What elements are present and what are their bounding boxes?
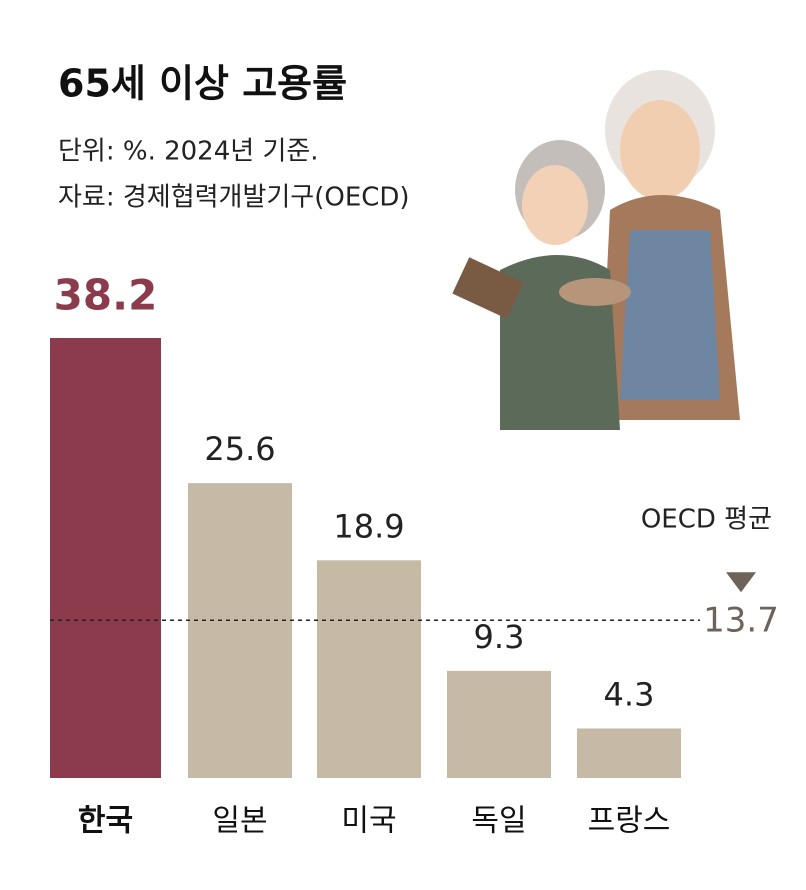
bar: [188, 483, 292, 778]
value-label: 4.3: [604, 675, 655, 713]
source: 자료: 경제협력개발기구(OECD): [58, 183, 410, 213]
subtitle: 단위: %. 2024년 기준.: [58, 137, 319, 167]
illustration: [452, 70, 740, 430]
x-tick-label: 독일: [471, 804, 526, 839]
value-label: 9.3: [474, 618, 525, 656]
bar: [50, 338, 161, 778]
bar: [317, 560, 421, 778]
reference-value: 13.7: [703, 601, 779, 641]
value-label: 18.9: [333, 507, 404, 545]
reference-label: OECD 평균: [641, 505, 772, 535]
x-tick-label: 프랑스: [588, 804, 671, 839]
x-tick-label: 일본: [212, 804, 267, 839]
bar: [577, 728, 681, 778]
reference-marker: [726, 572, 756, 593]
value-label: 25.6: [204, 430, 275, 468]
value-label: 38.2: [54, 271, 158, 320]
x-tick-label: 미국: [341, 804, 396, 839]
bar: [447, 670, 551, 778]
x-tick-label: 한국: [78, 804, 133, 839]
chart-title: 65세 이상 고용률: [58, 62, 347, 106]
